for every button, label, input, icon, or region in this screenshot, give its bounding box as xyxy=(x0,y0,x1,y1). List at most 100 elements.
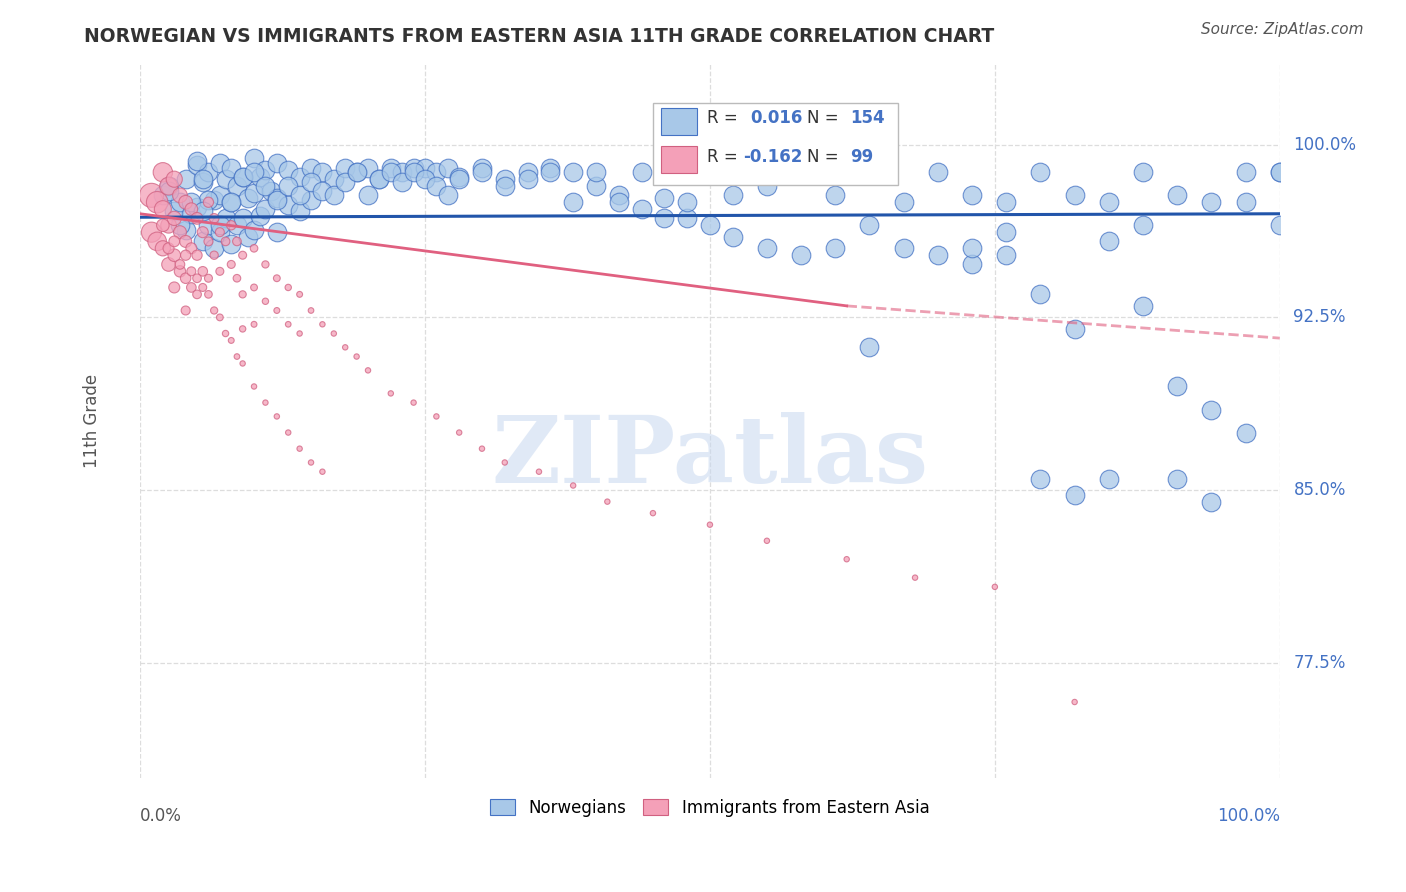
Point xyxy=(835,552,858,566)
Point xyxy=(238,229,260,244)
Point xyxy=(174,172,197,186)
Point xyxy=(232,248,254,262)
Point xyxy=(202,303,225,318)
Point xyxy=(266,191,288,205)
Point xyxy=(494,172,516,186)
Point xyxy=(1063,188,1085,202)
Point xyxy=(1029,472,1052,486)
Point xyxy=(186,248,208,262)
Point xyxy=(243,241,266,255)
Point xyxy=(380,161,402,175)
Point xyxy=(449,425,471,440)
Point xyxy=(607,188,630,202)
Point xyxy=(197,287,219,301)
Point xyxy=(335,340,357,354)
Point xyxy=(219,334,242,348)
Point xyxy=(214,326,236,341)
Point xyxy=(186,271,208,285)
Point xyxy=(699,517,721,532)
Point xyxy=(494,455,516,469)
Point xyxy=(449,172,471,186)
Point xyxy=(755,179,778,194)
Point xyxy=(169,219,191,233)
Point xyxy=(163,235,186,249)
Point xyxy=(219,195,242,210)
Point xyxy=(146,195,169,210)
Text: 77.5%: 77.5% xyxy=(1294,654,1346,672)
Point xyxy=(311,465,333,479)
Point xyxy=(1201,402,1223,417)
Point xyxy=(1201,195,1223,210)
Point xyxy=(380,165,402,179)
Point xyxy=(260,184,283,198)
Point xyxy=(471,442,494,456)
Point xyxy=(858,219,880,233)
Point xyxy=(425,165,447,179)
Point xyxy=(219,195,242,210)
Point xyxy=(516,165,538,179)
Point xyxy=(169,225,191,239)
Point xyxy=(157,179,180,194)
Point xyxy=(585,165,607,179)
Point xyxy=(311,318,333,332)
Point xyxy=(180,241,202,255)
Point xyxy=(254,395,277,409)
Point xyxy=(174,235,197,249)
Point xyxy=(1166,472,1188,486)
Point xyxy=(893,195,915,210)
Point xyxy=(180,195,202,210)
Point xyxy=(471,165,494,179)
Point xyxy=(232,356,254,370)
Point xyxy=(266,193,288,207)
Point xyxy=(436,161,458,175)
Bar xyxy=(661,146,697,173)
Point xyxy=(197,165,219,179)
Point xyxy=(357,363,380,377)
Point xyxy=(311,184,333,198)
Point xyxy=(197,271,219,285)
Point xyxy=(219,236,242,251)
Text: N =: N = xyxy=(807,109,838,127)
Point xyxy=(1098,235,1121,249)
Point xyxy=(699,219,721,233)
Point xyxy=(169,195,191,210)
Point xyxy=(652,191,675,205)
Point xyxy=(277,318,299,332)
Point xyxy=(960,257,983,271)
Point xyxy=(322,326,344,341)
Point xyxy=(191,235,214,249)
Point xyxy=(163,248,186,262)
Point xyxy=(1166,188,1188,202)
Point xyxy=(311,165,333,179)
Point xyxy=(169,188,191,202)
Point xyxy=(157,179,180,194)
Text: Source: ZipAtlas.com: Source: ZipAtlas.com xyxy=(1201,22,1364,37)
Point xyxy=(254,179,277,194)
Point xyxy=(1132,165,1154,179)
Text: 0.016: 0.016 xyxy=(749,109,803,127)
Point xyxy=(208,225,231,239)
Point xyxy=(288,287,311,301)
Text: 85.0%: 85.0% xyxy=(1294,481,1346,500)
Point xyxy=(226,350,249,364)
Point xyxy=(238,191,260,205)
Point xyxy=(208,310,231,325)
Point xyxy=(226,235,249,249)
Point xyxy=(157,241,180,255)
Point xyxy=(436,188,458,202)
Text: ZIPatlas: ZIPatlas xyxy=(491,412,928,501)
Point xyxy=(243,318,266,332)
Point xyxy=(208,219,231,233)
Text: 0.0%: 0.0% xyxy=(141,806,181,824)
Point xyxy=(243,379,266,393)
Point xyxy=(191,172,214,186)
Point xyxy=(243,165,266,179)
Point xyxy=(790,165,813,179)
Point xyxy=(1166,379,1188,393)
Point xyxy=(202,211,225,226)
Point xyxy=(1063,322,1085,336)
Point xyxy=(163,280,186,294)
Point xyxy=(197,235,219,249)
Point xyxy=(226,179,249,194)
Point xyxy=(721,188,744,202)
